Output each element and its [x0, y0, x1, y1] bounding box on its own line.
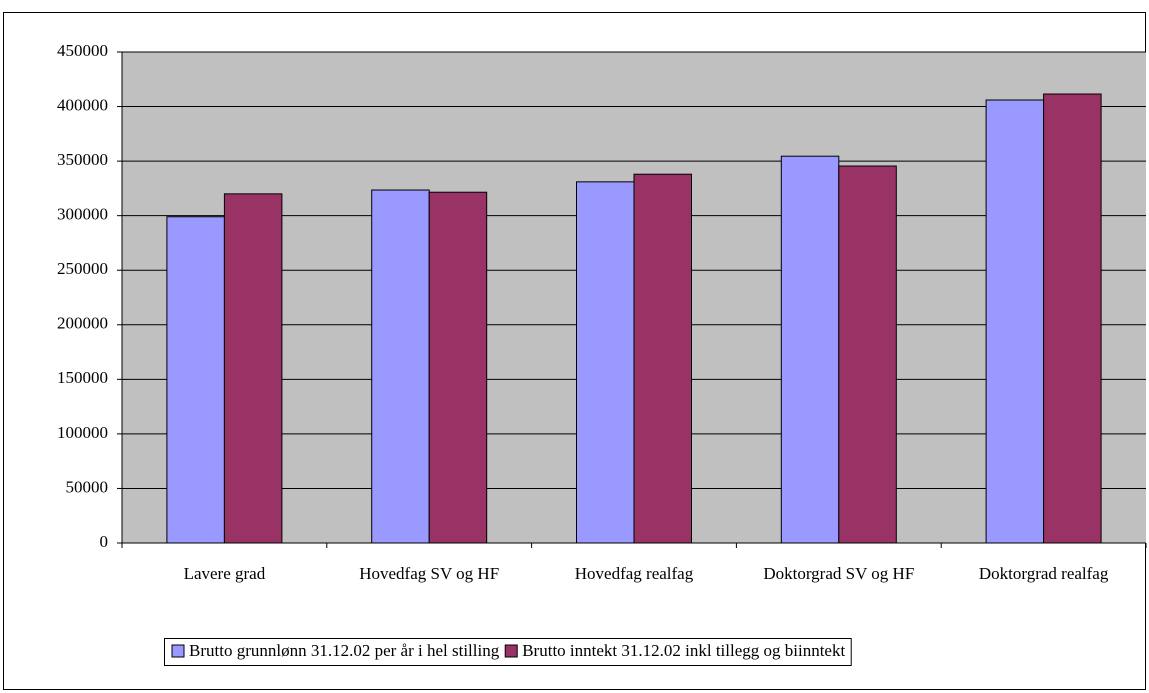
- x-tick-label: Lavere grad: [184, 564, 266, 583]
- legend-label: Brutto grunnlønn 31.12.02 per år i hel s…: [189, 641, 500, 660]
- legend-label: Brutto inntekt 31.12.02 inkl tillegg og …: [522, 641, 845, 660]
- bar: [633, 173, 692, 544]
- y-tick-label: 250000: [57, 259, 108, 278]
- x-tick-label: Doktorgrad realfag: [979, 564, 1109, 583]
- bar: [166, 216, 225, 544]
- y-tick-label: 300000: [57, 205, 108, 224]
- y-tick-label: 350000: [57, 150, 108, 169]
- bar: [428, 191, 488, 544]
- y-tick-label: 0: [100, 532, 109, 551]
- bar: [1043, 93, 1102, 544]
- y-tick-label: 400000: [57, 95, 108, 114]
- x-tick-label: Hovedfag SV og HF: [359, 564, 499, 583]
- x-tick-label: Doktorgrad SV og HF: [763, 564, 914, 583]
- bar: [985, 99, 1045, 544]
- y-tick-label: 450000: [57, 41, 108, 60]
- y-tick-label: 150000: [57, 368, 108, 387]
- bar: [838, 165, 897, 544]
- legend: Brutto grunnlønn 31.12.02 per år i hel s…: [164, 638, 852, 666]
- y-tick-label: 100000: [57, 423, 108, 442]
- bar: [780, 155, 840, 544]
- bar: [576, 181, 635, 544]
- bar: [371, 189, 430, 544]
- bar: [223, 193, 283, 544]
- y-tick-label: 50000: [66, 477, 109, 496]
- x-tick-label: Hovedfag realfag: [575, 564, 694, 583]
- y-tick-label: 200000: [57, 314, 108, 333]
- legend-swatch: [171, 644, 185, 658]
- legend-swatch: [504, 644, 518, 658]
